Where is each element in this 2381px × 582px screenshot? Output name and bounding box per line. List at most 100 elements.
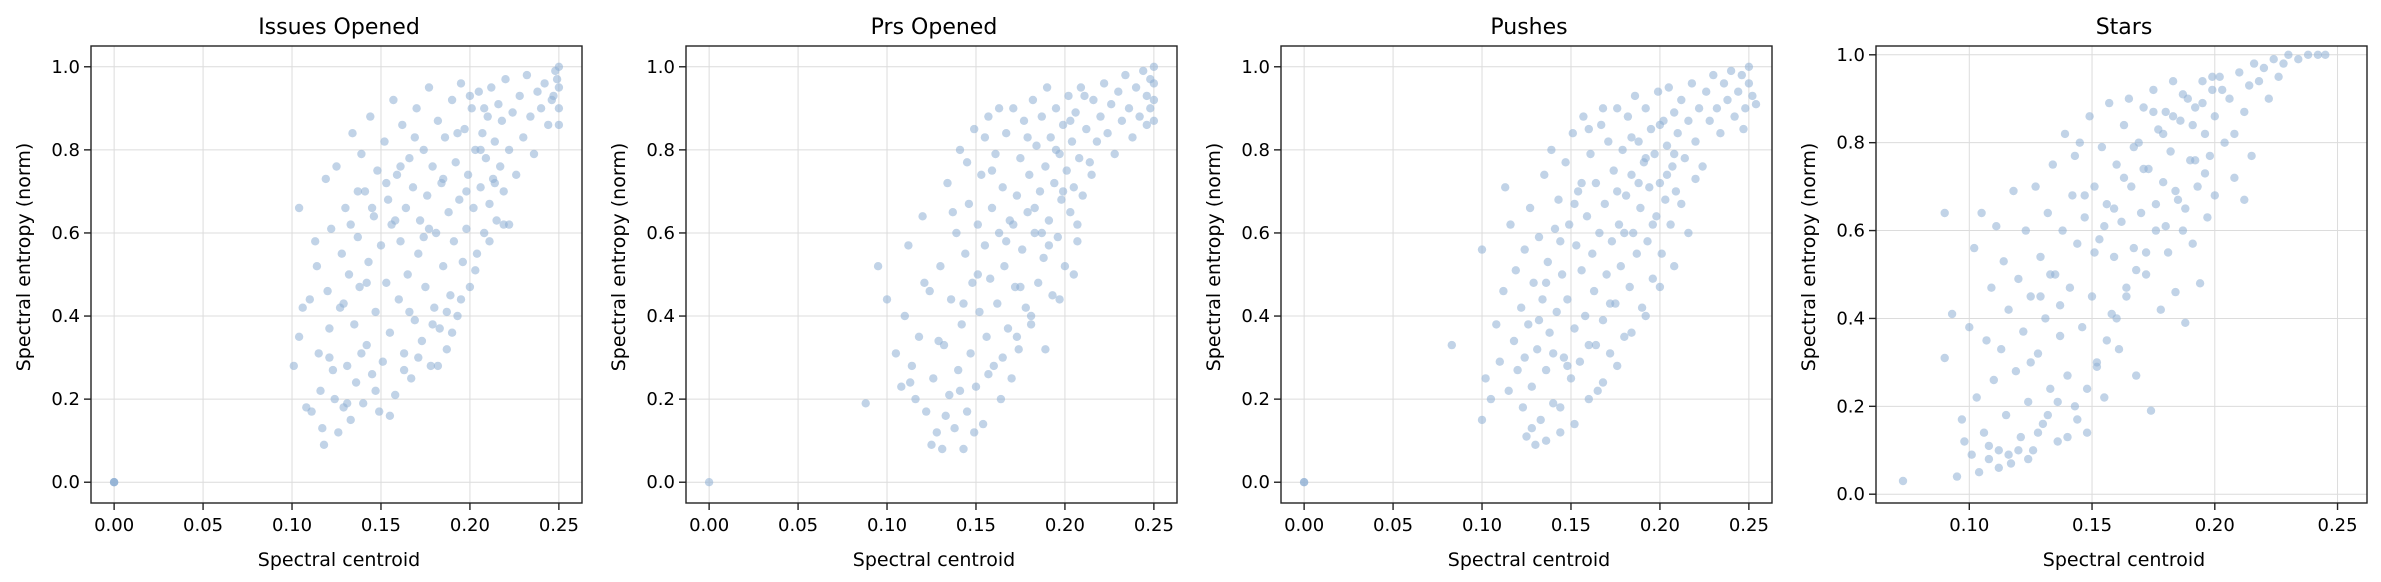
scatter-point — [1748, 91, 1757, 101]
scatter-point — [1531, 440, 1540, 449]
scatter-point — [2178, 90, 2188, 99]
scatter-point — [1947, 309, 1957, 319]
scatter-point — [1009, 104, 1018, 113]
subplot-title: Pushes — [1490, 15, 1567, 40]
scatter-point — [1533, 345, 1542, 354]
scatter-point — [399, 349, 409, 358]
scatter-point — [1563, 361, 1572, 371]
scatter-point — [1739, 124, 1748, 134]
subplot-stars: Stars Spectral centroid Spectral entropy… — [1798, 15, 2368, 571]
scatter-point — [1025, 170, 1034, 179]
scatter-point — [1636, 203, 1645, 213]
y-tick-label: 0.2 — [646, 389, 675, 410]
scatter-point — [934, 336, 943, 346]
scatter-point — [2082, 384, 2092, 393]
scatter-point — [2181, 204, 2190, 213]
scatter-point — [343, 361, 352, 371]
y-tick-label: 0.0 — [1241, 472, 1270, 493]
scatter-point — [1614, 220, 1624, 229]
scatter-point — [1627, 170, 1636, 179]
scatter-point — [2082, 428, 2092, 437]
scatter-point — [1680, 154, 1690, 163]
scatter-point — [414, 353, 423, 362]
scatter-point — [1124, 104, 1134, 113]
scatter-point — [439, 174, 448, 184]
scatter-point — [364, 257, 373, 267]
scatter-point — [410, 316, 419, 325]
scatter-point — [1082, 124, 1091, 134]
scatter-point — [2058, 226, 2067, 235]
scatter-point — [2210, 112, 2219, 121]
scatter-point — [549, 91, 558, 101]
scatter-point — [396, 237, 405, 246]
scatter-point — [1597, 120, 1606, 130]
scatter-point — [1066, 116, 1075, 126]
scatter-point — [373, 166, 382, 175]
scatter-point — [490, 178, 499, 188]
x-tick-label: 0.20 — [2195, 515, 2235, 536]
scatter-point — [474, 87, 483, 96]
x-tick-label: 0.25 — [2318, 515, 2358, 536]
scatter-point — [1598, 378, 1608, 387]
scatter-point — [964, 199, 974, 209]
scatter-point — [1684, 116, 1693, 126]
scatter-point — [319, 440, 329, 449]
scatter-point — [330, 394, 339, 404]
scatter-point — [2036, 252, 2045, 262]
scatter-point — [353, 232, 362, 242]
scatter-point — [1520, 353, 1529, 362]
x-axis-label: Spectral centroid — [853, 549, 1015, 571]
scatter-point — [2011, 367, 2021, 376]
scatter-point — [1604, 137, 1613, 146]
scatter-point — [978, 419, 988, 429]
scatter-point — [1655, 282, 1665, 292]
scatter-point — [2176, 116, 2185, 125]
x-tick-label: 0.05 — [778, 515, 818, 536]
scatter-point — [1643, 237, 1652, 246]
scatter-point — [1994, 463, 2004, 472]
scatter-point — [1559, 353, 1569, 362]
scatter-point — [1645, 183, 1654, 192]
scatter-point — [1741, 104, 1750, 113]
scatter-point — [533, 87, 542, 96]
scatter-point — [2026, 358, 2035, 367]
scatter-point — [2112, 160, 2121, 169]
scatter-point — [1613, 361, 1622, 371]
plot-frame — [1280, 45, 1773, 504]
scatter-point — [1057, 195, 1066, 204]
scatter-point — [2151, 226, 2161, 235]
scatter-point — [1586, 149, 1595, 159]
scatter-point — [554, 83, 564, 92]
scatter-point — [2240, 107, 2249, 117]
scatter-point — [2198, 98, 2207, 108]
data-points — [704, 62, 1159, 487]
x-tick-label: 0.15 — [2072, 515, 2112, 536]
scatter-point — [1044, 241, 1054, 250]
scatter-point — [515, 91, 524, 101]
y-tick-label: 1.0 — [1241, 57, 1270, 78]
scatter-point — [426, 361, 435, 371]
x-tick-label: 0.20 — [1045, 515, 1085, 536]
grid-lines — [1876, 46, 2367, 503]
scatter-point — [1538, 295, 1547, 304]
scatter-point — [1646, 124, 1656, 134]
scatter-point — [971, 382, 981, 391]
y-tick-label: 0.8 — [1836, 133, 1865, 154]
scatter-point — [2193, 182, 2202, 191]
scatter-point — [327, 224, 336, 233]
scatter-point — [1974, 468, 1984, 477]
scatter-point — [1671, 187, 1681, 196]
scatter-point — [2009, 186, 2018, 196]
scatter-point — [2046, 270, 2055, 279]
scatter-point — [447, 328, 457, 337]
scatter-point — [1541, 436, 1551, 445]
scatter-point — [1563, 295, 1572, 304]
scatter-point — [1552, 307, 1561, 317]
scatter-point — [1705, 116, 1714, 126]
scatter-point — [1142, 120, 1152, 130]
scatter-point — [462, 224, 471, 233]
scatter-point — [1655, 120, 1665, 130]
scatter-point — [2060, 129, 2070, 139]
scatter-point — [350, 320, 359, 329]
scatter-point — [472, 249, 482, 258]
